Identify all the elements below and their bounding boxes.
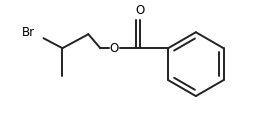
Text: Br: Br [22, 26, 36, 39]
Text: O: O [136, 4, 145, 17]
Text: O: O [110, 42, 119, 55]
